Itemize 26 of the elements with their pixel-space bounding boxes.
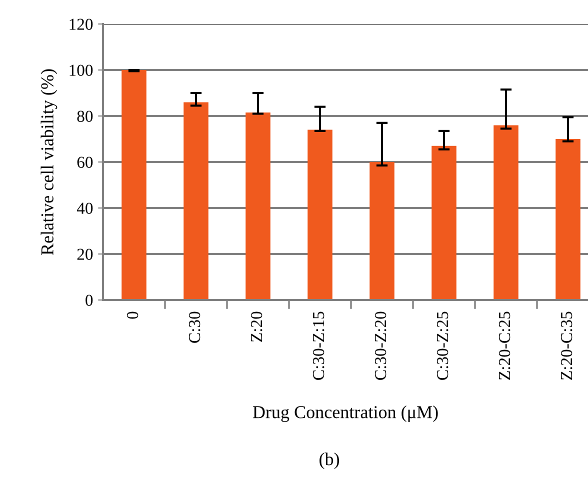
x-tick-label: C:30-Z:20 xyxy=(374,312,386,380)
bar xyxy=(370,162,394,300)
bar xyxy=(184,102,208,300)
bar xyxy=(494,125,518,300)
x-tick-label: C:30-Z:25 xyxy=(436,312,448,380)
bar xyxy=(556,139,580,300)
y-tick-label: 0 xyxy=(86,294,93,306)
x-tick-label: 0 xyxy=(126,312,138,319)
y-tick-label: 60 xyxy=(77,156,93,168)
x-tick-label: Z:20-C:25 xyxy=(498,312,510,380)
y-axis-title: Relative cell viability (%) xyxy=(40,69,58,255)
x-tick-label: Z:20-C:35 xyxy=(560,312,572,380)
bar xyxy=(432,146,456,300)
bar xyxy=(308,130,332,300)
x-tick-label: Z:20 xyxy=(250,312,262,342)
y-tick-label: 120 xyxy=(70,18,93,30)
x-axis-title: Drug Concentration (μM) xyxy=(252,406,438,422)
bar xyxy=(246,112,270,300)
y-tick-label: 100 xyxy=(70,64,93,76)
x-tick-label: C:30 xyxy=(188,312,200,343)
text: (b) xyxy=(320,452,340,469)
y-tick-label: 80 xyxy=(77,110,93,122)
x-tick-label: C:30-Z:15 xyxy=(312,312,324,380)
bar xyxy=(122,70,146,300)
y-tick-label: 20 xyxy=(77,248,93,260)
y-tick-label: 40 xyxy=(76,202,93,214)
